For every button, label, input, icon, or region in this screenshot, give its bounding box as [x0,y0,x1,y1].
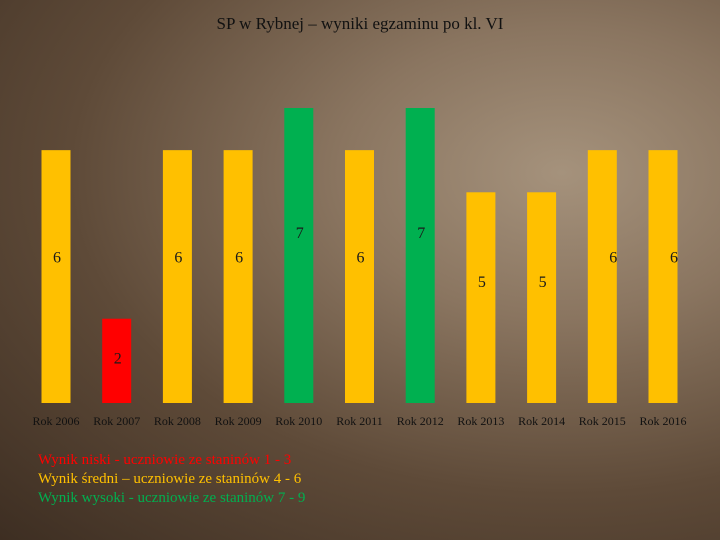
legend-item-low: Wynik niski - uczniowie ze staninów 1 - … [38,452,292,468]
x-tick-label: Rok 2009 [215,414,262,428]
data-label: 7 [296,225,304,242]
bar [223,150,253,403]
data-label: 6 [53,249,61,266]
bar [527,192,557,403]
x-tick-label: Rok 2013 [457,414,504,428]
data-label: 6 [174,249,182,266]
data-label: 6 [670,249,678,266]
legend: Wynik niski - uczniowie ze staninów 1 - … [38,451,305,508]
bar [345,150,374,403]
bar [284,108,314,403]
bar [648,150,678,403]
x-tick-label: Rok 2006 [32,414,79,428]
x-tick-label: Rok 2015 [579,414,626,428]
data-label: 6 [357,249,365,266]
x-tick-label: Rok 2012 [397,414,444,428]
chart-title: SP w Rybnej – wyniki egzaminu po kl. VI [216,14,504,33]
data-label: 5 [478,274,486,291]
legend-item-medium: Wynik średni – uczniowie ze staninów 4 -… [38,471,302,487]
data-label: 6 [609,249,617,266]
bar [102,318,132,403]
legend-item-high: Wynik wysoki - uczniowie ze staninów 7 -… [38,490,306,506]
bar [405,108,435,403]
x-tick-label: Rok 2007 [93,414,140,428]
data-label: 7 [417,225,425,242]
data-label: 2 [114,351,122,368]
x-tick-label: Rok 2016 [639,414,686,428]
bar [41,150,71,403]
x-tick-label: Rok 2011 [336,414,383,428]
x-tick-label: Rok 2008 [154,414,201,428]
bar [587,150,617,403]
x-tick-label: Rok 2010 [275,414,322,428]
x-tick-label: Rok 2014 [518,414,565,428]
bar [466,192,496,403]
data-label: 5 [539,274,547,291]
data-label: 6 [235,249,243,266]
bar [162,150,192,403]
